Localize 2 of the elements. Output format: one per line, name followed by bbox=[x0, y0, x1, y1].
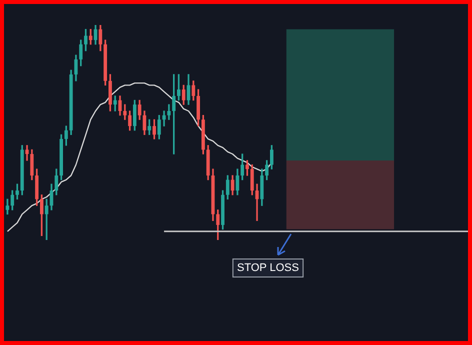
text: STOP LOSS bbox=[237, 262, 299, 274]
candlestick bbox=[162, 110, 166, 126]
